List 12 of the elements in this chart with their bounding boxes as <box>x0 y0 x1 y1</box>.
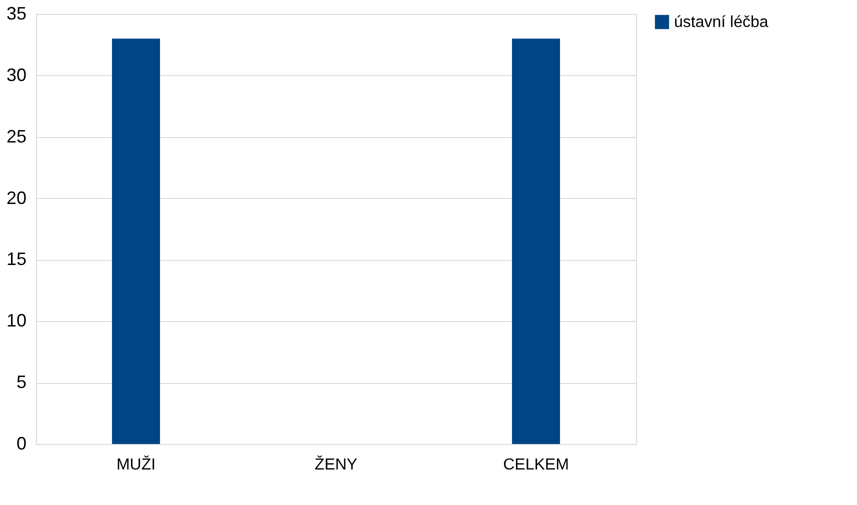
y-tick-label: 10 <box>6 310 26 331</box>
legend-label: ústavní léčba <box>674 14 768 31</box>
y-tick-label: 15 <box>6 249 26 270</box>
y-tick-label: 30 <box>6 64 26 85</box>
y-tick-label: 20 <box>6 188 26 208</box>
y-tick-label: 5 <box>16 372 26 392</box>
x-tick-label: MUŽI <box>116 456 156 474</box>
y-tick-label: 0 <box>16 434 26 454</box>
x-tick-label: CELKEM <box>503 456 569 474</box>
y-tick-label: 35 <box>6 4 26 24</box>
y-tick-label: 25 <box>6 126 26 146</box>
x-tick-label: ŽENY <box>314 456 358 474</box>
